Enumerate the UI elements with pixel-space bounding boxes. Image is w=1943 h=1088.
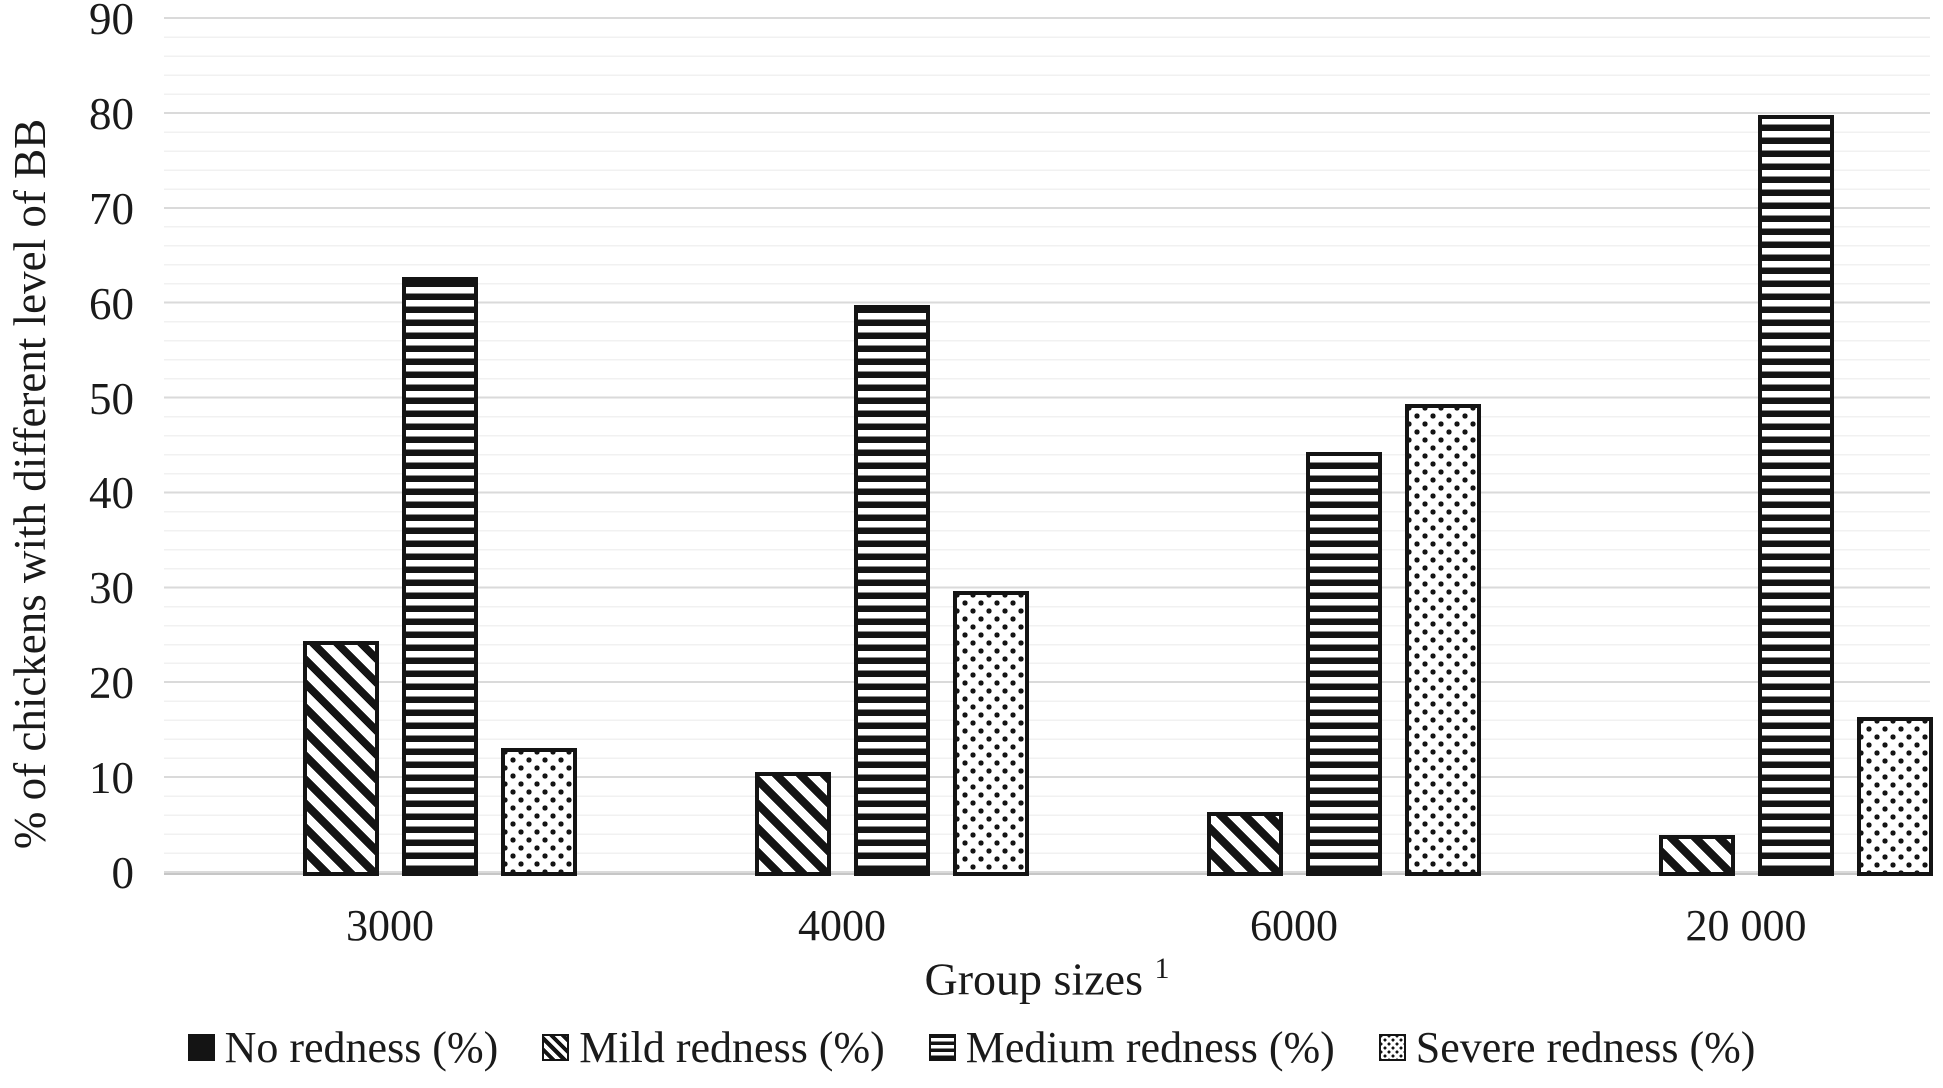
legend-item: Severe redness (%) bbox=[1378, 1022, 1756, 1073]
legend-swatch-dots-icon bbox=[1378, 1033, 1406, 1061]
bar-diagonal-stripes-3000 bbox=[302, 641, 379, 876]
y-tick-label: 10 bbox=[89, 753, 134, 804]
bar-diagonal-stripes-4000 bbox=[754, 772, 831, 876]
legend-label: No redness (%) bbox=[224, 1022, 499, 1072]
y-tick-label: 30 bbox=[89, 563, 134, 614]
legend-item: No redness (%) bbox=[187, 1022, 499, 1073]
x-tick-label: 20 000 bbox=[1685, 901, 1807, 950]
bar-dots-6000 bbox=[1404, 404, 1481, 876]
y-tick-label: 40 bbox=[89, 468, 134, 519]
legend-swatch-horizontal-stripes-icon bbox=[928, 1033, 956, 1061]
y-tick-label: 90 bbox=[89, 0, 134, 44]
legend-label: Severe redness (%) bbox=[1415, 1022, 1756, 1072]
bar-horizontal-stripes-6000 bbox=[1305, 451, 1382, 876]
x-axis-title-superscript: 1 bbox=[1154, 952, 1170, 985]
legend-label: Mild redness (%) bbox=[579, 1022, 885, 1072]
legend-swatch-solid-icon bbox=[187, 1033, 215, 1061]
legend-swatch-diagonal-stripes-icon bbox=[542, 1033, 570, 1061]
bar-dots-3000 bbox=[500, 747, 577, 876]
y-tick-label: 80 bbox=[89, 88, 134, 139]
bar-horizontal-stripes-20000 bbox=[1757, 114, 1834, 876]
bar-horizontal-stripes-3000 bbox=[401, 277, 478, 876]
y-tick-label: 50 bbox=[89, 373, 134, 424]
legend-label: Medium redness (%) bbox=[965, 1022, 1335, 1072]
bar-dots-20000 bbox=[1856, 717, 1933, 876]
legend: No redness (%) Mild redness (%) Medium red… bbox=[0, 1016, 1943, 1078]
legend-item: Medium redness (%) bbox=[928, 1022, 1335, 1073]
y-tick-label: 70 bbox=[89, 183, 134, 234]
x-tick-label: 3000 bbox=[346, 901, 434, 950]
x-tick-label: 6000 bbox=[1250, 901, 1338, 950]
bar-diagonal-stripes-6000 bbox=[1206, 812, 1283, 876]
bar-dots-4000 bbox=[952, 591, 1029, 876]
x-axis-title-text: Group sizes bbox=[924, 953, 1143, 1005]
legend-item: Mild redness (%) bbox=[542, 1022, 885, 1073]
y-axis-tick-labels: 0 10 20 30 40 50 60 70 80 90 bbox=[0, 0, 148, 898]
y-tick-label: 20 bbox=[89, 658, 134, 709]
bar-diagonal-stripes-20000 bbox=[1658, 835, 1735, 876]
plot-area bbox=[164, 17, 1933, 876]
bar-horizontal-stripes-4000 bbox=[853, 304, 930, 876]
y-tick-label: 0 bbox=[111, 848, 135, 898]
x-axis-title: Group sizes 1 bbox=[164, 952, 1930, 1005]
x-tick-label: 4000 bbox=[798, 901, 886, 950]
y-tick-label: 60 bbox=[89, 278, 134, 329]
